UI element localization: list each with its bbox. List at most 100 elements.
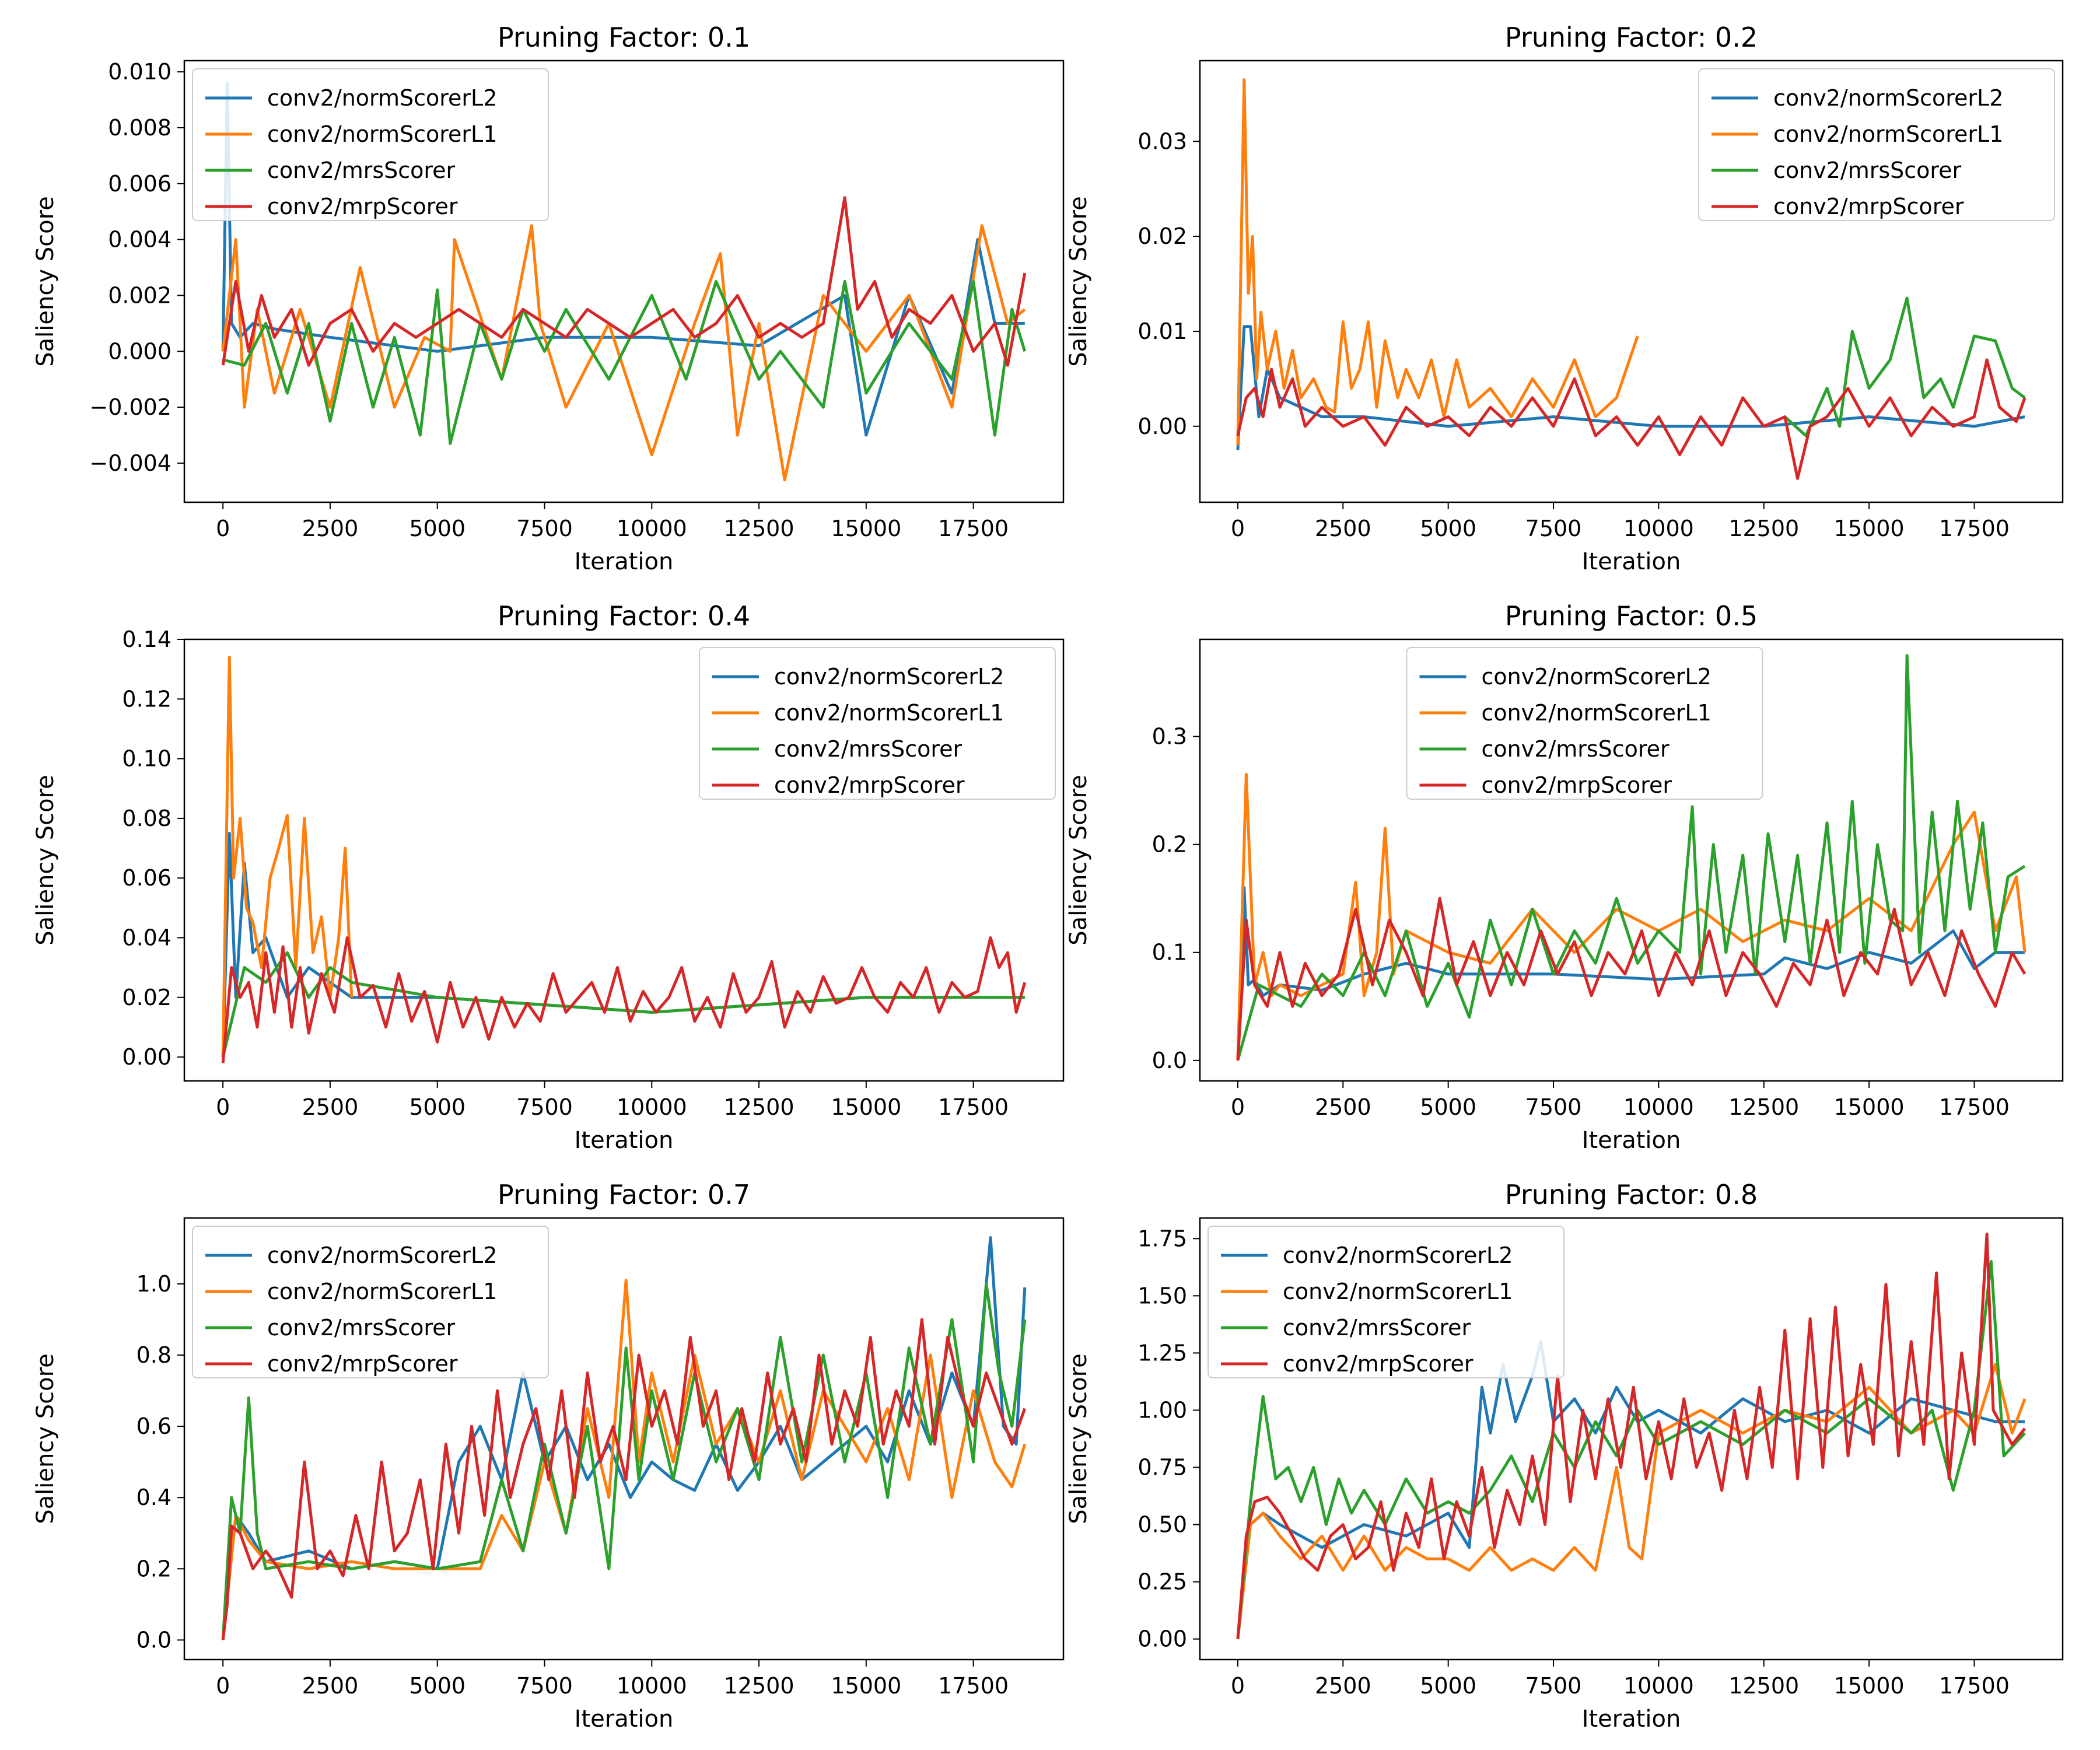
y-tick-label: 0.04 [122, 925, 172, 950]
x-axis-label: Iteration [575, 1127, 674, 1154]
x-axis-label: Iteration [1582, 1706, 1681, 1732]
legend-label: conv2/normScorerL1 [774, 700, 1004, 726]
x-tick-label: 7500 [1525, 1094, 1582, 1120]
y-tick-label: 0.00 [122, 1044, 172, 1070]
x-axis-label: Iteration [575, 1706, 674, 1732]
legend-box [1208, 1226, 1564, 1378]
y-tick-label: 0.8 [136, 1342, 172, 1368]
legend: conv2/normScorerL2 conv2/normScorerL1 conv… [1698, 68, 2055, 221]
y-tick-label: 0.2 [1152, 832, 1187, 858]
y-axis-label: Saliency Score [1065, 196, 1092, 367]
legend-box [1406, 647, 1763, 800]
axes-frame [183, 638, 1065, 1082]
x-axis-label: Iteration [1582, 1127, 1681, 1154]
x-tick-label: 15000 [831, 1673, 901, 1699]
x-tick-label: 17500 [1939, 516, 2010, 541]
y-tick-label: 0.06 [122, 865, 172, 891]
legend-label: conv2/mrsScorer [774, 736, 963, 762]
x-tick-label: 12500 [724, 516, 794, 541]
x-tick-label: 7500 [516, 516, 573, 541]
series-line-conv2-normscorerl1 [221, 1279, 1027, 1640]
legend-box [1698, 68, 2055, 221]
subplot-title: Pruning Factor: 0.1 [498, 22, 750, 53]
legend-box [699, 647, 1056, 800]
y-tick-label: 1.25 [1138, 1340, 1187, 1366]
series-line-conv2-mrpscorer [221, 936, 1027, 1063]
x-tick-label: 7500 [516, 1094, 573, 1120]
series-line-conv2-mrsscorer [1784, 296, 2026, 438]
x-tick-label: 17500 [938, 516, 1009, 541]
legend-label: conv2/normScorerL1 [1482, 700, 1712, 726]
x-tick-label: 0 [216, 516, 230, 541]
legend-label: conv2/normScorerL2 [267, 1242, 497, 1268]
x-tick-label: 0 [216, 1673, 230, 1699]
y-tick-label: 0.02 [1138, 223, 1187, 249]
series-line-conv2-normscorerl2 [221, 81, 1025, 437]
legend-label: conv2/normScorerL1 [267, 1279, 497, 1304]
x-tick-label: 17500 [1939, 1094, 2010, 1120]
series-line-conv2-mrpscorer [1236, 1233, 2027, 1639]
y-tick-label: 0.008 [108, 115, 172, 141]
series-line-conv2-mrpscorer [221, 1318, 1027, 1640]
x-tick-label: 2500 [302, 1673, 359, 1699]
x-tick-label: 10000 [1623, 1094, 1694, 1120]
series-line-conv2-mrpscorer [1236, 897, 2027, 1060]
x-tick-label: 17500 [938, 1094, 1009, 1120]
y-tick-label: 0.14 [122, 626, 172, 652]
axes-frame [1199, 60, 2064, 503]
legend-label: conv2/mrpScorer [267, 1351, 458, 1377]
legend-label: conv2/normScorerL1 [1283, 1279, 1513, 1304]
subplot-4: 0 2500 5000 7500 10000 12500 15000 17500 0.0 0.1 0… [1065, 600, 2064, 1154]
x-tick-label: 2500 [1315, 1673, 1371, 1699]
legend-label: conv2/mrsScorer [267, 1315, 456, 1340]
subplot-5: 0 2500 5000 7500 10000 12500 15000 17500 0.0 0.2 0… [32, 1179, 1065, 1732]
x-tick-label: 5000 [1420, 1673, 1476, 1699]
subplot-title: Pruning Factor: 0.8 [1505, 1179, 1758, 1210]
x-tick-label: 5000 [409, 1094, 466, 1120]
y-tick-label: 0.004 [108, 227, 172, 253]
y-tick-label: 0.00 [1138, 414, 1187, 439]
y-tick-label: 0.4 [136, 1485, 172, 1510]
y-tick-label: 0.25 [1138, 1569, 1187, 1595]
axes-frame [183, 60, 1065, 503]
y-tick-label: 0.01 [1138, 318, 1187, 344]
x-tick-label: 2500 [1315, 516, 1371, 541]
subplot-1: 0 2500 5000 7500 10000 12500 15000 17500 −0.004 −… [32, 22, 1065, 575]
y-tick-label: 0.08 [122, 806, 172, 831]
legend: conv2/normScorerL2 conv2/normScorerL1 conv… [192, 68, 549, 221]
y-tick-label: 0.3 [1152, 724, 1187, 750]
y-tick-label: 1.0 [136, 1271, 172, 1297]
x-tick-label: 10000 [617, 516, 687, 541]
x-tick-label: 15000 [1834, 1094, 1905, 1120]
legend-label: conv2/mrsScorer [1283, 1315, 1471, 1340]
x-tick-label: 17500 [938, 1673, 1009, 1699]
x-tick-label: 12500 [1728, 1673, 1799, 1699]
x-tick-label: 12500 [724, 1094, 794, 1120]
y-tick-label: 0.10 [122, 746, 172, 772]
series-line-conv2-mrpscorer [1236, 358, 2027, 480]
series-line-conv2-normscorerl1 [1236, 78, 1639, 446]
y-axis-label: Saliency Score [32, 775, 59, 946]
x-tick-label: 2500 [302, 516, 359, 541]
x-tick-label: 10000 [617, 1673, 687, 1699]
legend-box [192, 1226, 549, 1378]
x-tick-label: 0 [1231, 516, 1245, 541]
y-tick-label: 1.00 [1138, 1397, 1187, 1423]
series-line-conv2-mrsscorer [1236, 1260, 2026, 1639]
legend-label: conv2/mrsScorer [1482, 736, 1670, 762]
x-tick-label: 2500 [1315, 1094, 1371, 1120]
y-axis-label: Saliency Score [32, 1353, 59, 1524]
y-tick-label: 0.50 [1138, 1512, 1187, 1538]
y-tick-label: −0.002 [89, 394, 172, 420]
y-tick-label: 0.03 [1138, 128, 1187, 154]
x-tick-label: 2500 [302, 1094, 359, 1120]
x-tick-label: 0 [1231, 1673, 1245, 1699]
subplot-title: Pruning Factor: 0.2 [1505, 22, 1758, 53]
x-tick-label: 15000 [1834, 516, 1905, 541]
x-tick-label: 12500 [1728, 516, 1799, 541]
legend-label: conv2/normScorerL2 [1283, 1242, 1513, 1268]
subplot-title: Pruning Factor: 0.7 [498, 1179, 750, 1210]
y-tick-label: 0.010 [108, 59, 172, 85]
y-tick-label: 0.02 [122, 985, 172, 1010]
legend-label: conv2/mrpScorer [267, 194, 458, 219]
